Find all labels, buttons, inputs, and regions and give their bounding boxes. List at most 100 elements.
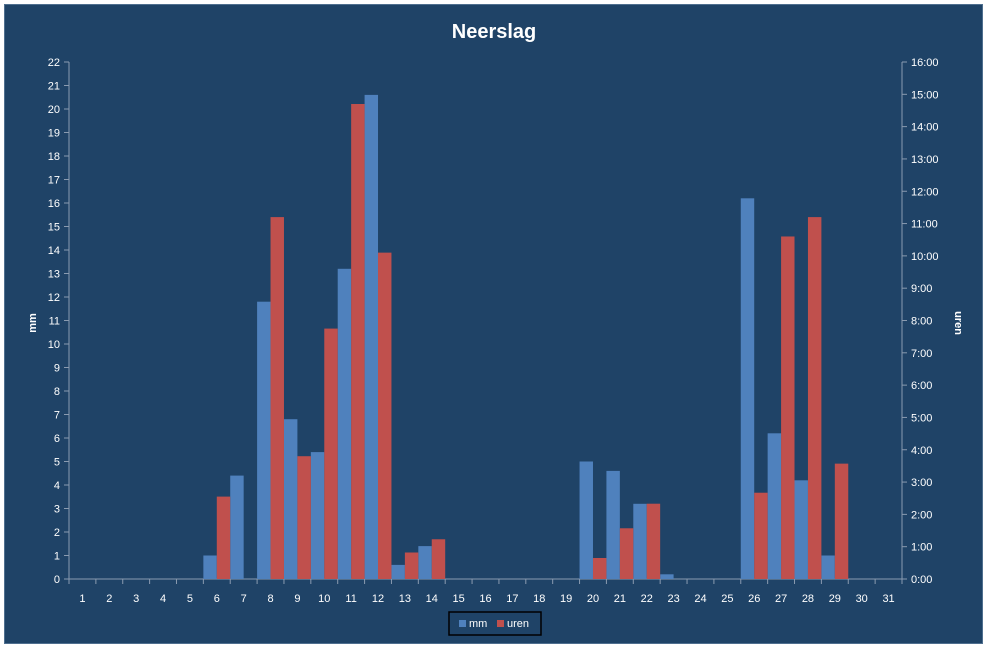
bar-uren	[619, 528, 634, 579]
y-tick-label: 5	[54, 457, 60, 469]
bar-mm	[821, 555, 835, 579]
y-tick-label: 17	[48, 175, 60, 187]
y2-tick-label: 11:00	[911, 219, 938, 231]
y2-tick-label: 16:00	[911, 57, 939, 69]
x-tick-label: 14	[426, 593, 438, 605]
x-tick-label: 13	[399, 593, 411, 605]
bars-layer	[203, 94, 849, 580]
bar-uren	[351, 104, 365, 579]
bar-uren	[216, 496, 231, 579]
bar-mm	[391, 564, 405, 579]
x-tick-label: 8	[267, 593, 273, 605]
legend-label-uren: uren	[507, 618, 529, 630]
bar-uren	[324, 328, 338, 579]
x-tick-label: 19	[560, 593, 572, 605]
x-tick-label: 12	[372, 593, 384, 605]
y-tick-label: 18	[48, 151, 60, 163]
bar-mm	[230, 475, 244, 579]
y2-tick-label: 13:00	[911, 154, 939, 166]
legend: mm uren	[448, 611, 542, 636]
y-tick-label: 16	[48, 198, 60, 210]
y2-tick-label: 5:00	[911, 412, 932, 424]
chart-svg: Neerslag mm uren 01234567891011121314151…	[27, 21, 964, 636]
y-tick-label: 21	[48, 81, 60, 93]
y2-tick-label: 8:00	[911, 316, 932, 328]
x-tick-label: 26	[748, 593, 760, 605]
ticks-layer: 0123456789101112131415161718192021220:00…	[48, 57, 939, 605]
x-tick-label: 17	[506, 593, 518, 605]
y2-tick-label: 2:00	[911, 509, 932, 521]
legend-label-mm: mm	[469, 618, 487, 630]
bar-uren	[592, 557, 607, 579]
x-tick-label: 4	[160, 593, 166, 605]
y-tick-label: 12	[48, 292, 60, 304]
bar-mm	[740, 198, 755, 580]
y-tick-label: 8	[54, 386, 60, 398]
bar-uren	[754, 492, 768, 579]
x-tick-label: 9	[294, 593, 300, 605]
y-tick-label: 7	[54, 410, 60, 422]
y-tick-label: 2	[54, 527, 60, 539]
bar-mm	[418, 546, 432, 579]
chart-title: Neerslag	[452, 21, 537, 43]
x-tick-label: 31	[882, 593, 894, 605]
bar-uren	[834, 463, 849, 579]
legend-swatch-uren	[497, 620, 504, 627]
y2-tick-label: 14:00	[911, 122, 939, 134]
bar-mm	[794, 480, 808, 579]
chart-frame: Neerslag mm uren 0 1 2 3 4 5 6 7 8 9 10 11 12 13 14 15 1…	[4, 4, 983, 644]
bar-mm	[283, 419, 298, 579]
bar-mm	[310, 452, 325, 579]
bar-uren	[807, 217, 822, 579]
x-tick-label: 28	[802, 593, 814, 605]
x-tick-label: 2	[106, 593, 112, 605]
legend-swatch-mm	[459, 620, 466, 627]
y2-tick-label: 7:00	[911, 348, 932, 360]
x-tick-label: 24	[694, 593, 706, 605]
x-tick-label: 22	[641, 593, 653, 605]
bar-mm	[364, 94, 379, 580]
x-tick-label: 20	[587, 593, 599, 605]
bar-mm	[257, 301, 271, 579]
x-tick-label: 29	[829, 593, 841, 605]
y-tick-label: 1	[54, 551, 60, 563]
x-tick-label: 21	[614, 593, 626, 605]
y-tick-label: 13	[48, 269, 60, 281]
y-tick-label: 14	[48, 245, 60, 257]
bar-uren	[646, 503, 661, 579]
bar-mm	[579, 461, 593, 579]
y-axis-title: mm	[27, 313, 39, 333]
bar-uren	[781, 236, 795, 580]
x-tick-label: 25	[721, 593, 733, 605]
y-tick-label: 0	[54, 574, 60, 586]
x-tick-label: 5	[187, 593, 193, 605]
x-tick-label: 16	[479, 593, 491, 605]
bar-uren	[404, 552, 419, 579]
x-tick-label: 6	[214, 593, 220, 605]
x-tick-label: 3	[133, 593, 139, 605]
y-tick-label: 20	[48, 104, 60, 116]
y-tick-label: 22	[48, 57, 60, 69]
legend-box	[448, 611, 542, 636]
x-tick-label: 7	[241, 593, 247, 605]
y2-tick-label: 4:00	[911, 445, 932, 457]
x-tick-label: 18	[533, 593, 545, 605]
bar-uren	[378, 252, 392, 580]
y2-tick-label: 3:00	[911, 477, 932, 489]
x-tick-label: 15	[453, 593, 465, 605]
y-tick-label: 15	[48, 222, 60, 234]
x-tick-label: 11	[345, 593, 356, 605]
y2-tick-label: 9:00	[911, 283, 932, 295]
y-tick-label: 6	[54, 433, 60, 445]
y-tick-label: 11	[49, 316, 60, 328]
x-tick-label: 10	[318, 593, 330, 605]
bar-mm	[767, 433, 782, 579]
bar-uren	[297, 456, 311, 579]
y2-tick-label: 1:00	[911, 542, 932, 554]
bar-mm	[203, 555, 217, 579]
x-tick-label: 27	[775, 593, 787, 605]
y2-tick-label: 0:00	[911, 574, 932, 586]
y2-tick-label: 15:00	[911, 89, 939, 101]
x-tick-label: 1	[79, 593, 85, 605]
y2-axis-title: uren	[952, 311, 964, 335]
